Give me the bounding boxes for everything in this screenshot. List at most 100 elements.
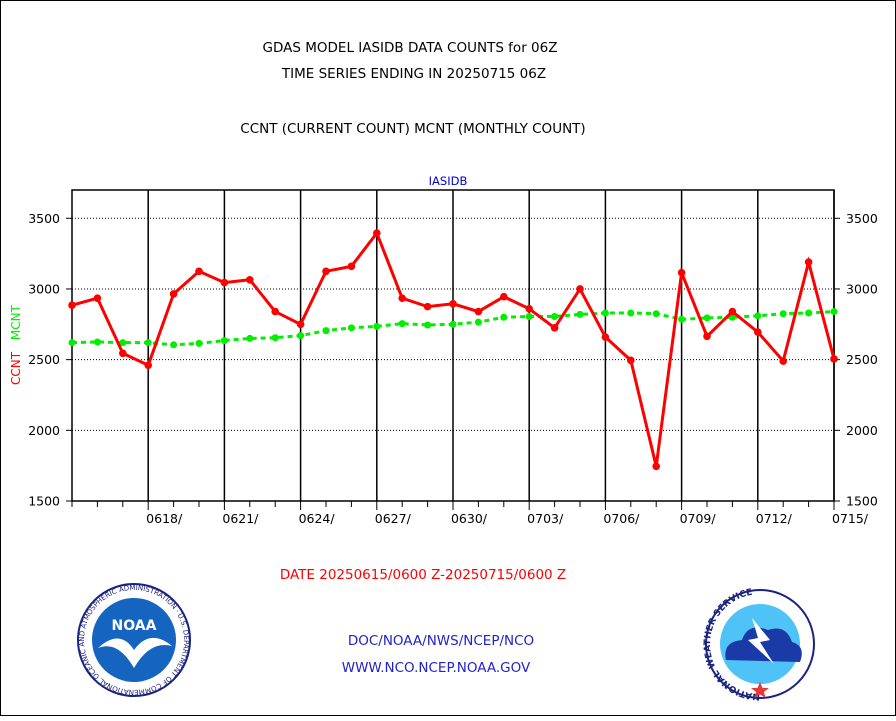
point-ccnt [195,267,203,276]
point-ccnt [728,307,737,316]
point-mcnt [627,309,635,317]
y-tick-label-right: 3000 [846,281,878,296]
point-ccnt [703,332,711,341]
point-mcnt [195,339,203,347]
point-ccnt [322,267,330,276]
axis-layer: 1500 1500 2000 2000 2500 2500 3000 3000 3500 3500… [28,189,878,526]
point-ccnt [93,294,102,302]
x-tick-label: 0621/ [222,511,259,526]
point-ccnt [271,307,280,316]
x-tick-label: 0715/ [832,511,869,526]
point-mcnt [703,314,711,322]
noaa-logo-disc [92,598,176,682]
x-tick-label: 0706/ [603,511,640,526]
panel-title: IASIDB [429,174,468,188]
x-tick-label: 0709/ [680,511,717,526]
point-mcnt [93,338,101,346]
x-tick-label: 0618/ [146,511,183,526]
point-mcnt [398,320,406,328]
y-tick-label-right: 3500 [846,211,878,226]
point-ccnt [246,275,254,284]
point-ccnt [474,307,483,316]
point-mcnt [119,339,127,347]
title-line-1: GDAS MODEL IASIDB DATA COUNTS for 06Z [263,40,558,56]
y-tick-label-left: 3500 [28,211,60,226]
noaa-bird-icon [98,637,172,668]
point-mcnt [500,313,508,321]
title-line-2: TIME SERIES ENDING IN 20250715 06Z [281,66,546,82]
y-axis-label-ccnt: CCNT [9,351,23,385]
point-ccnt [576,285,584,293]
point-mcnt [474,318,482,326]
point-ccnt [398,294,407,302]
point-ccnt [779,357,787,365]
y-axis-label-mcnt: MCNT [9,304,23,340]
point-mcnt [805,309,813,317]
x-tick-label: 0712/ [756,511,793,526]
nws-lightning-icon [748,618,774,664]
point-ccnt [119,349,127,358]
y-tick-label-left: 1500 [28,494,60,509]
y-tick-label-right: 2000 [846,423,878,438]
point-ccnt [423,302,432,311]
chart-subtitle: CCNT (CURRENT COUNT) MCNT (MONTHLY COUNT… [240,121,585,137]
point-ccnt [220,278,229,287]
point-mcnt [424,321,432,329]
point-ccnt [525,304,533,313]
point-mcnt [68,339,76,347]
point-mcnt [728,313,736,321]
series-layer [68,229,838,471]
point-mcnt [576,310,584,318]
date-range-label: DATE 20250615/0600 Z-20250715/0600 Z [280,567,566,583]
noaa-logo-text: NOAA [112,618,157,634]
point-mcnt [601,309,609,317]
nws-logo: NATIONAL WEATHER SERVICE [703,588,815,701]
point-ccnt [169,290,178,298]
y-axis-label: CCNT MCNT [9,304,23,385]
point-mcnt [144,339,152,347]
point-ccnt [500,292,508,301]
point-mcnt [373,322,381,330]
point-ccnt [652,462,660,471]
point-mcnt [322,327,330,335]
point-mcnt [449,320,457,328]
y-tick-label-right: 1500 [846,494,878,509]
nws-cloud-icon [725,627,802,662]
point-mcnt [297,332,305,340]
point-mcnt [779,310,787,318]
point-ccnt [449,299,457,308]
x-tick-label: 0627/ [375,511,412,526]
y-tick-label-right: 2500 [846,352,878,367]
point-ccnt [68,301,76,310]
point-ccnt [601,333,610,341]
point-ccnt [830,355,838,363]
point-mcnt [170,341,178,349]
point-ccnt [627,356,635,365]
org-line-2: WWW.NCO.NCEP.NOAA.GOV [342,660,531,676]
point-ccnt [144,361,152,370]
point-ccnt [296,320,305,329]
grid-layer [72,190,835,501]
point-mcnt [678,315,686,323]
x-tick-label: 0703/ [527,511,564,526]
point-ccnt [347,262,356,271]
point-mcnt [220,337,228,345]
point-mcnt [246,334,254,342]
nws-star-icon [751,682,769,698]
point-mcnt [652,310,660,318]
x-tick-label: 0624/ [299,511,336,526]
y-tick-label-left: 2500 [28,352,60,367]
x-tick-label: 0630/ [451,511,488,526]
point-mcnt [551,313,559,321]
org-line-1: DOC/NOAA/NWS/NCEP/NCO [348,633,534,649]
point-mcnt [830,308,838,316]
point-ccnt [804,258,813,266]
y-tick-label-left: 3000 [28,281,60,296]
y-tick-label-left: 2000 [28,423,60,438]
point-mcnt [271,334,279,342]
point-ccnt [550,324,559,332]
point-ccnt [754,328,762,336]
point-mcnt [754,312,762,320]
